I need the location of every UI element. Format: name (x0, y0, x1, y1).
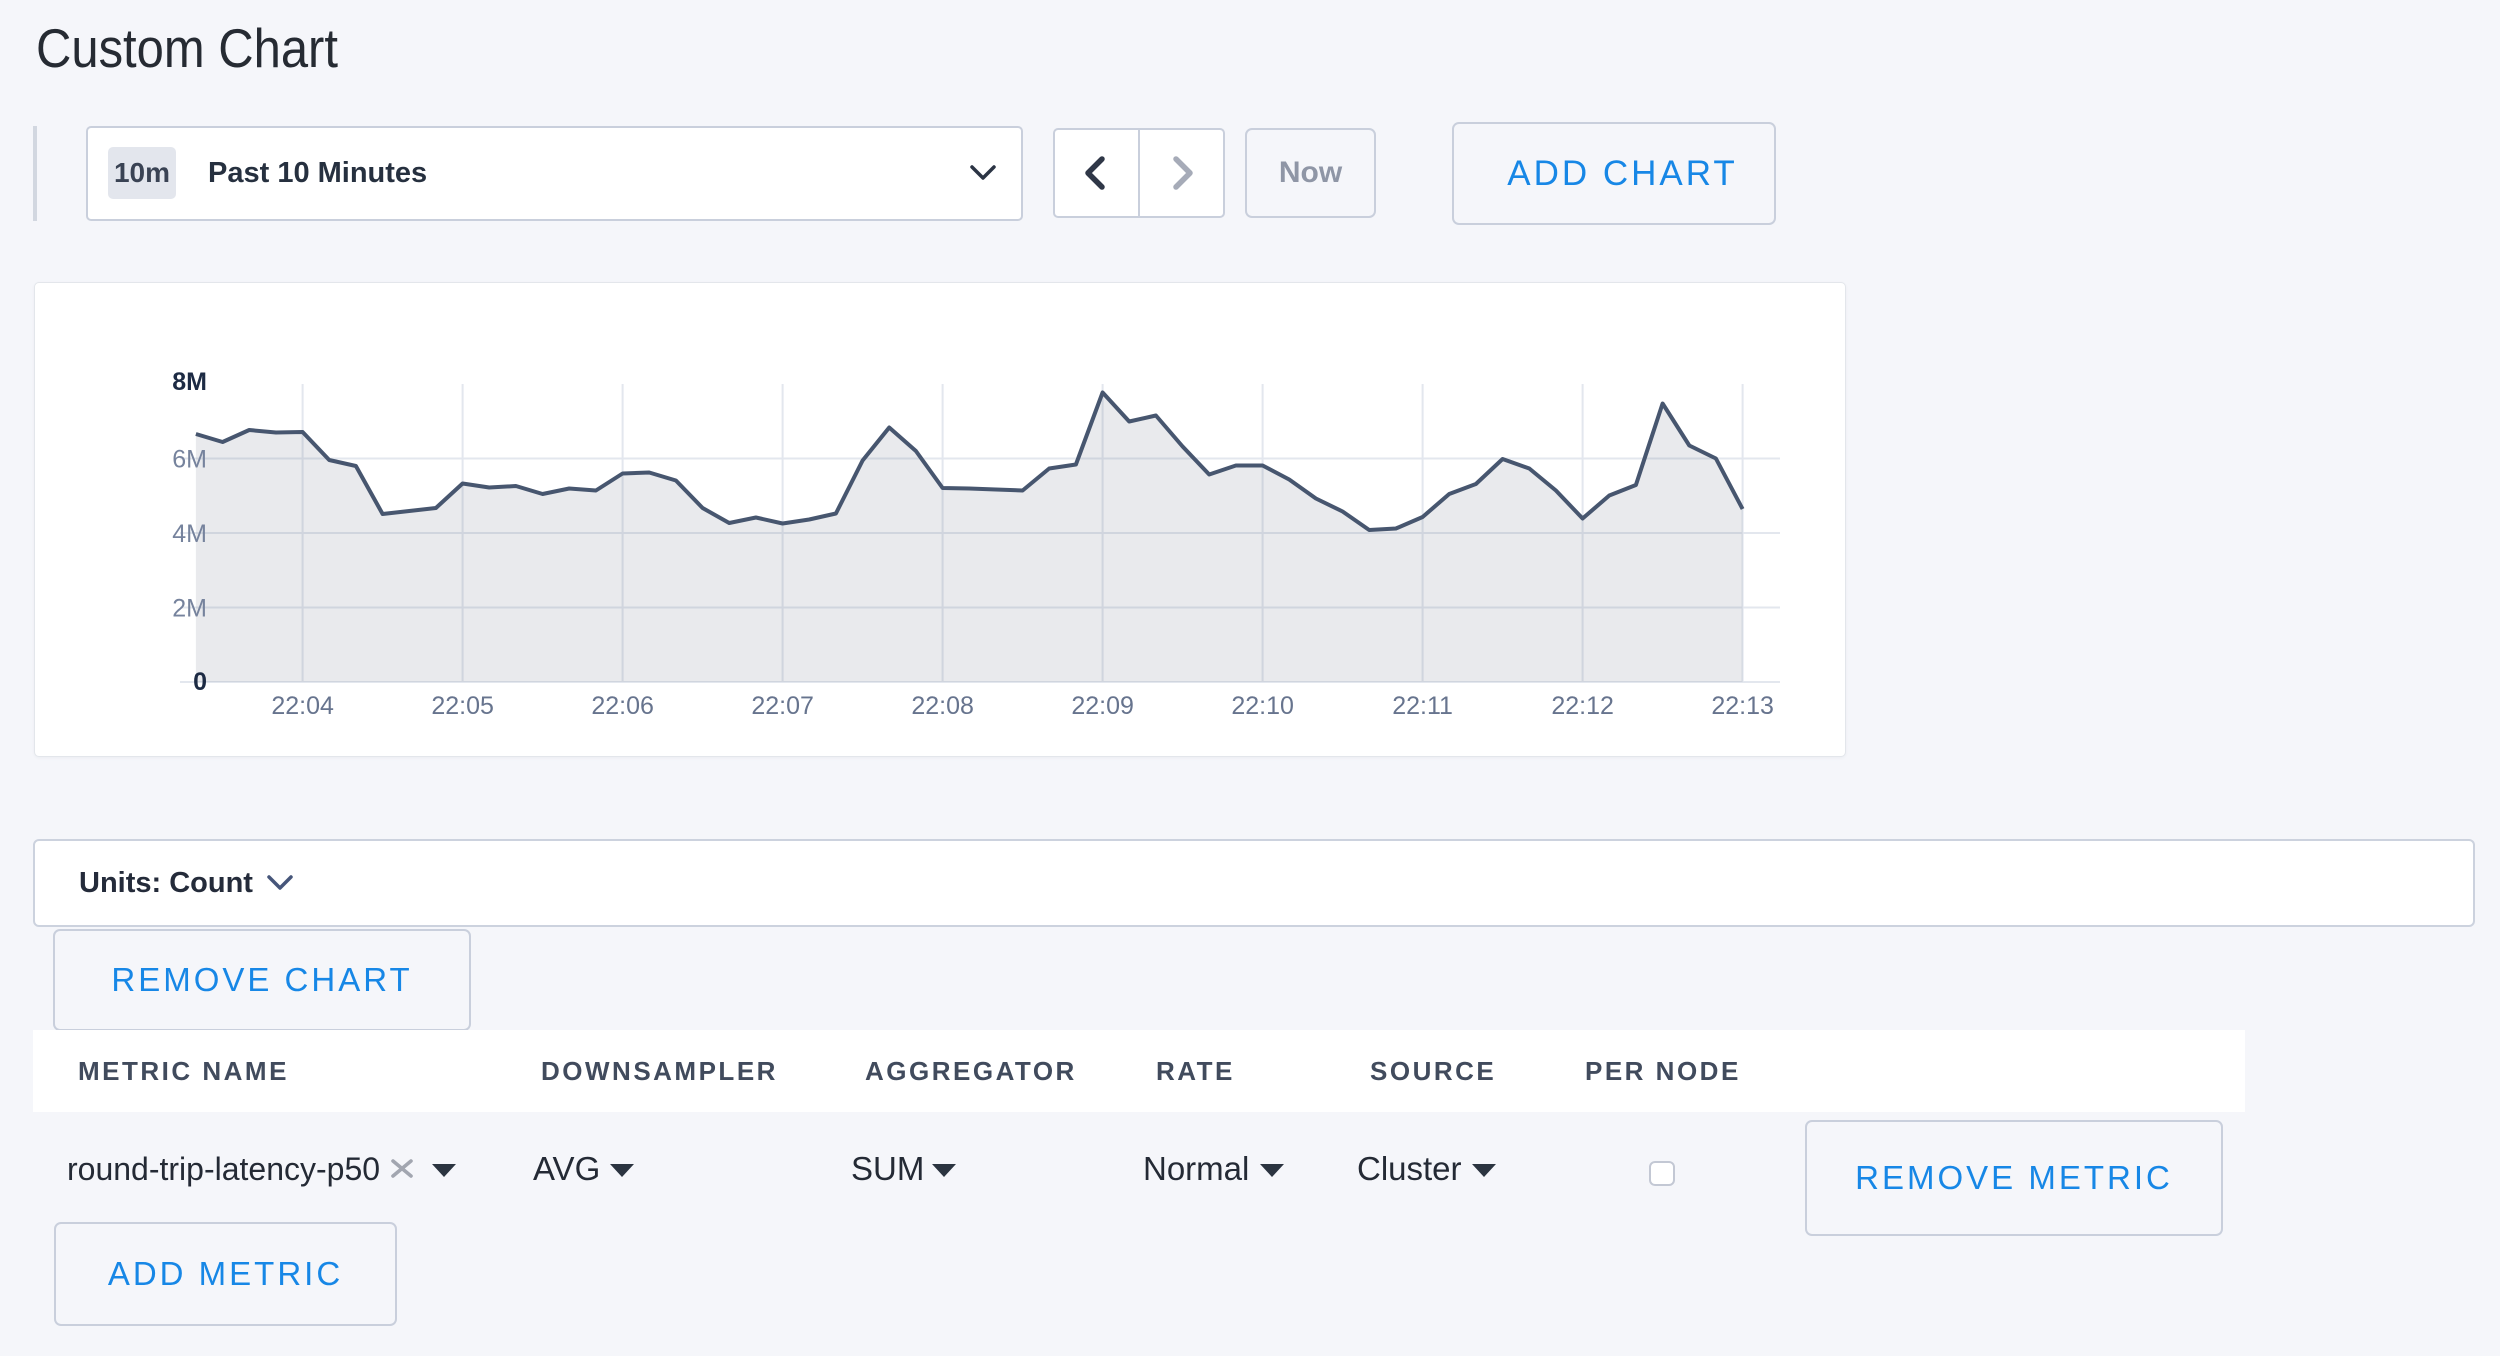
svg-text:2M: 2M (172, 595, 207, 623)
svg-text:22:04: 22:04 (271, 692, 334, 720)
svg-text:22:09: 22:09 (1071, 692, 1134, 720)
svg-text:22:05: 22:05 (431, 692, 494, 720)
svg-text:6M: 6M (172, 446, 207, 474)
svg-text:22:11: 22:11 (1392, 692, 1453, 720)
svg-text:22:13: 22:13 (1711, 692, 1774, 720)
svg-text:22:12: 22:12 (1551, 692, 1614, 720)
svg-text:22:06: 22:06 (591, 692, 654, 720)
svg-text:4M: 4M (172, 520, 207, 548)
svg-text:8M: 8M (172, 368, 207, 396)
svg-text:22:07: 22:07 (751, 692, 814, 720)
svg-text:22:10: 22:10 (1231, 692, 1294, 720)
svg-text:0: 0 (193, 668, 207, 696)
svg-text:22:08: 22:08 (911, 692, 974, 720)
